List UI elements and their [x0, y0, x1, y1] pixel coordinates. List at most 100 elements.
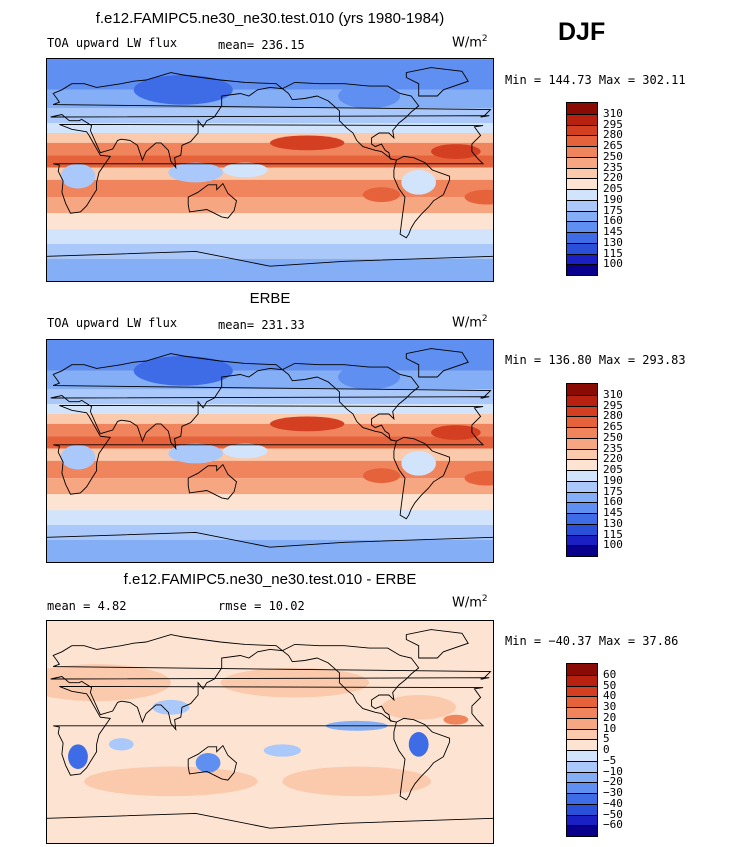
colorbar-swatch: [567, 221, 597, 232]
colorbar-swatch: [567, 739, 597, 750]
colorbar-swatch: [567, 696, 597, 707]
colorbar-tick-label: 295: [603, 117, 623, 131]
colorbar-tick-label: −30: [603, 786, 623, 799]
panel2-variable-label: TOA upward LW flux: [47, 316, 178, 330]
colorbar-tick-label: −50: [603, 807, 623, 821]
colorbar-tick-label: 145: [603, 225, 623, 238]
colorbar-swatch: [567, 124, 597, 136]
panel3-colorbar: −60 −50 −40 −30 −20 −10 −5 0 5 10 20 30 40 50 60: [566, 663, 623, 837]
season-label: DJF: [558, 18, 606, 46]
colorbar-swatch: [567, 491, 597, 503]
colorbar-tick-label: 130: [603, 516, 623, 530]
colorbar-swatch: [567, 394, 597, 406]
colorbar-swatch: [567, 513, 597, 524]
colorbar-tick-label: 20: [603, 710, 617, 724]
panel2-map: [46, 339, 494, 563]
colorbar-swatch: [567, 459, 597, 470]
colorbar-swatch: [567, 156, 597, 168]
colorbar-tick-label: 50: [603, 678, 617, 692]
colorbar-tick-label: 175: [603, 484, 623, 498]
colorbar-swatch: [567, 717, 597, 729]
field-contours: [47, 340, 493, 562]
colorbar-tick-label: 250: [603, 149, 623, 163]
panel3-units: W/m2: [452, 594, 488, 611]
colorbar-swatch: [567, 437, 597, 449]
colorbar-swatch: [567, 427, 597, 438]
colorbar-swatch: [567, 685, 597, 697]
colorbar-swatch: [567, 771, 597, 783]
colorbar-swatch: [567, 384, 597, 395]
colorbar-tick-label: 100: [603, 538, 623, 552]
colorbar-tick-label: 40: [603, 689, 617, 703]
colorbar-tick-label: 30: [603, 700, 617, 713]
colorbar-tick-label: 60: [603, 667, 617, 681]
colorbar-tick-label: 175: [603, 203, 623, 217]
panel2-colorbar: 100 115 130 145 160 175 190 205 220 235 250 265 280 2…: [566, 383, 623, 557]
colorbar-tick-label: −20: [603, 775, 623, 789]
panel1-title: f.e12.FAMIPC5.ne30_ne30.test.010 (yrs 19…: [95, 10, 445, 27]
colorbar-tick-label: 100: [603, 257, 623, 271]
panel1-minmax: Min = 144.73 Max = 302.11: [505, 73, 686, 87]
colorbar-tick-label: 0: [603, 743, 610, 756]
colorbar-tick-label: 295: [603, 398, 623, 412]
colorbar-tick-label: 190: [603, 473, 623, 487]
colorbar-tick-label: 205: [603, 463, 623, 476]
colorbar-swatch: [567, 264, 597, 275]
colorbar-swatch: [567, 178, 597, 189]
panel3-mean-label: mean = 4.82: [47, 599, 127, 613]
colorbar-tick-label: 250: [603, 430, 623, 444]
colorbar-swatch: [567, 232, 597, 243]
colorbar-swatch: [567, 534, 597, 546]
colorbar-swatch: [567, 480, 597, 492]
colorbar-tick-label: 5: [603, 732, 610, 746]
colorbar-swatch: [567, 470, 597, 481]
colorbar-tick-label: 280: [603, 409, 623, 423]
colorbar-tick-label: 235: [603, 160, 623, 174]
colorbar-tick-label: 205: [603, 182, 623, 195]
colorbar-tick-label: 115: [603, 527, 623, 541]
panel1-mean-label: mean= 236.15: [218, 38, 305, 52]
colorbar-swatch: [567, 253, 597, 265]
panel2-units: W/m2: [452, 314, 488, 331]
colorbar-tick-label: −40: [603, 796, 623, 810]
colorbar-swatch: [567, 674, 597, 686]
colorbar-swatch: [567, 523, 597, 535]
colorbar-swatch: [567, 707, 597, 718]
colorbar-tick-label: 190: [603, 192, 623, 206]
colorbar-swatch: [567, 199, 597, 211]
colorbar-tick-label: 160: [603, 214, 623, 228]
colorbar-swatch: [567, 825, 597, 836]
colorbar-swatch: [567, 146, 597, 157]
colorbar-tick-label: 310: [603, 106, 623, 120]
colorbar-tick-label: 265: [603, 139, 623, 152]
colorbar-swatch: [567, 750, 597, 761]
panel1-colorbar: 100 115 130 145 160 175 190 205 220 235 250 265 280 2…: [566, 102, 623, 276]
colorbar-swatch: [567, 448, 597, 460]
panel3-rmse-label: rmse = 10.02: [218, 599, 305, 613]
panel3-minmax: Min = −40.37 Max = 37.86: [505, 634, 679, 648]
colorbar-tick-label: 280: [603, 128, 623, 142]
colorbar-swatch: [567, 760, 597, 772]
colorbar-tick-label: 160: [603, 495, 623, 509]
colorbar-swatch: [567, 167, 597, 179]
colorbar-swatch: [567, 793, 597, 804]
coastlines: [47, 629, 493, 829]
colorbar-tick-label: −60: [603, 818, 623, 832]
panel2-minmax: Min = 136.80 Max = 293.83: [505, 353, 686, 367]
colorbar-tick-label: 235: [603, 441, 623, 455]
colorbar-swatch: [567, 664, 597, 675]
colorbar-swatch: [567, 113, 597, 125]
colorbar-swatch: [567, 103, 597, 114]
panel3-title: f.e12.FAMIPC5.ne30_ne30.test.010 - ERBE: [123, 571, 417, 588]
colorbar-swatch: [567, 416, 597, 427]
panel3-map: [46, 620, 494, 844]
colorbar-swatch: [567, 189, 597, 200]
colorbar-swatch: [567, 803, 597, 815]
colorbar-tick-label: 10: [603, 721, 617, 735]
colorbar-swatch: [567, 135, 597, 146]
panel2-title: ERBE: [249, 290, 291, 307]
colorbar-tick-label: 145: [603, 506, 623, 519]
colorbar-tick-label: 115: [603, 246, 623, 260]
field-contours: [47, 621, 493, 843]
panel1-units: W/m2: [452, 34, 488, 51]
